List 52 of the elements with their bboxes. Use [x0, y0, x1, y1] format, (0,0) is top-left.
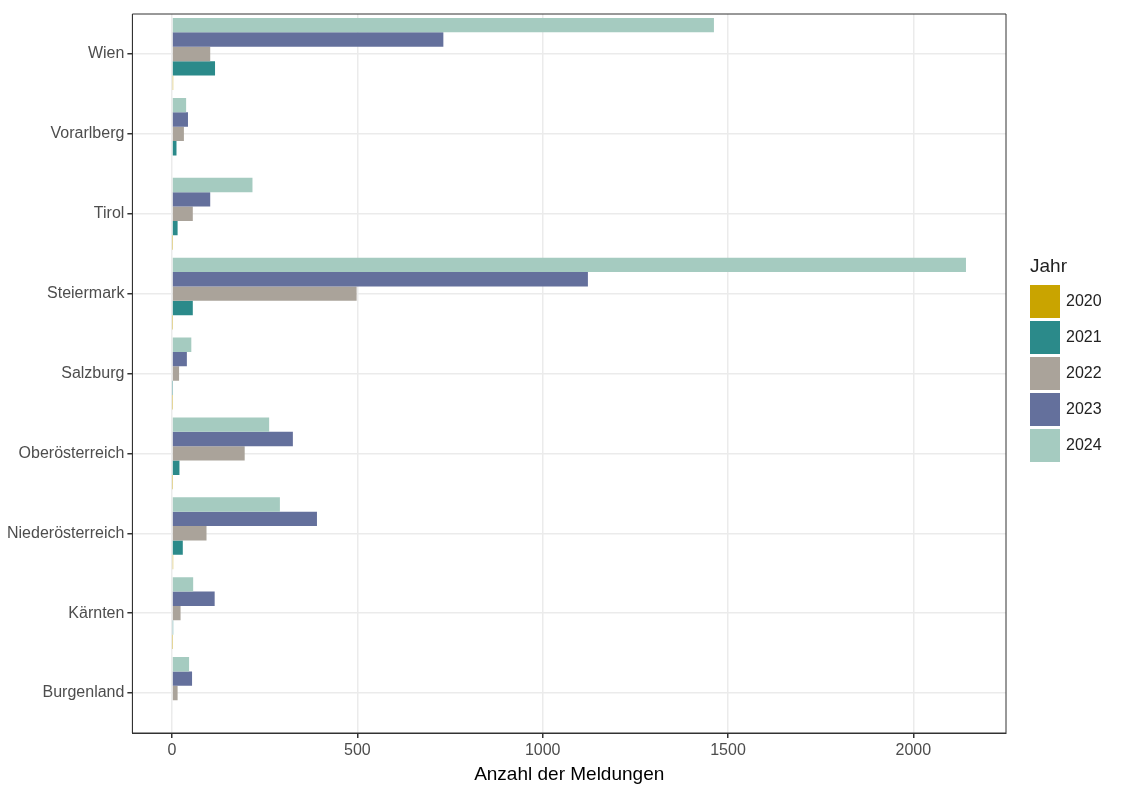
legend-label: 2024 [1066, 436, 1102, 454]
x-tick-label: 0 [167, 741, 177, 759]
y-tick-label: Tirol [93, 204, 125, 222]
bar [172, 605, 181, 621]
x-tick-label: 2000 [895, 741, 932, 759]
legend-label: 2023 [1066, 400, 1102, 418]
bar [172, 577, 194, 592]
bar [172, 446, 245, 461]
bar [172, 685, 178, 701]
bar [172, 97, 187, 113]
y-tick-label: Steiermark [47, 284, 126, 302]
bar [172, 366, 180, 381]
y-tick-label: Oberösterreich [18, 443, 125, 461]
bar [172, 220, 178, 236]
bar [172, 417, 270, 432]
bar [172, 272, 588, 287]
legend-label: 2022 [1066, 364, 1102, 382]
bar [172, 300, 193, 316]
bar [172, 497, 280, 512]
bar [172, 657, 190, 672]
bar [172, 206, 193, 221]
bar [172, 32, 444, 47]
x-axis-title: Anzahl der Meldungen [474, 762, 665, 784]
bar [172, 46, 211, 62]
bar [172, 671, 193, 686]
bar [172, 177, 253, 193]
bar [172, 431, 293, 447]
y-tick-label: Salzburg [61, 363, 125, 381]
bar [172, 351, 187, 367]
bar [172, 257, 966, 273]
x-tick-label: 500 [344, 741, 371, 759]
bar [172, 286, 357, 301]
bar [172, 17, 714, 33]
bar [172, 511, 317, 527]
bar [172, 192, 211, 207]
x-tick-label: 1500 [710, 741, 746, 759]
y-tick-label: Niederösterreich [6, 523, 125, 541]
y-tick-label: Kärnten [68, 603, 125, 621]
bar [172, 337, 192, 352]
bar [172, 61, 216, 76]
y-tick-label: Wien [87, 44, 125, 62]
legend-title: Jahr [1030, 255, 1068, 277]
bar [172, 591, 215, 606]
y-tick-label: Vorarlberg [50, 124, 125, 142]
bar [172, 526, 207, 541]
x-tick-label: 1000 [524, 741, 561, 759]
bar [172, 126, 184, 142]
legend-label: 2021 [1066, 328, 1102, 346]
legend-label: 2020 [1066, 292, 1102, 310]
y-tick-label: Burgenland [42, 683, 125, 701]
bar [172, 540, 183, 555]
bar [172, 112, 188, 127]
